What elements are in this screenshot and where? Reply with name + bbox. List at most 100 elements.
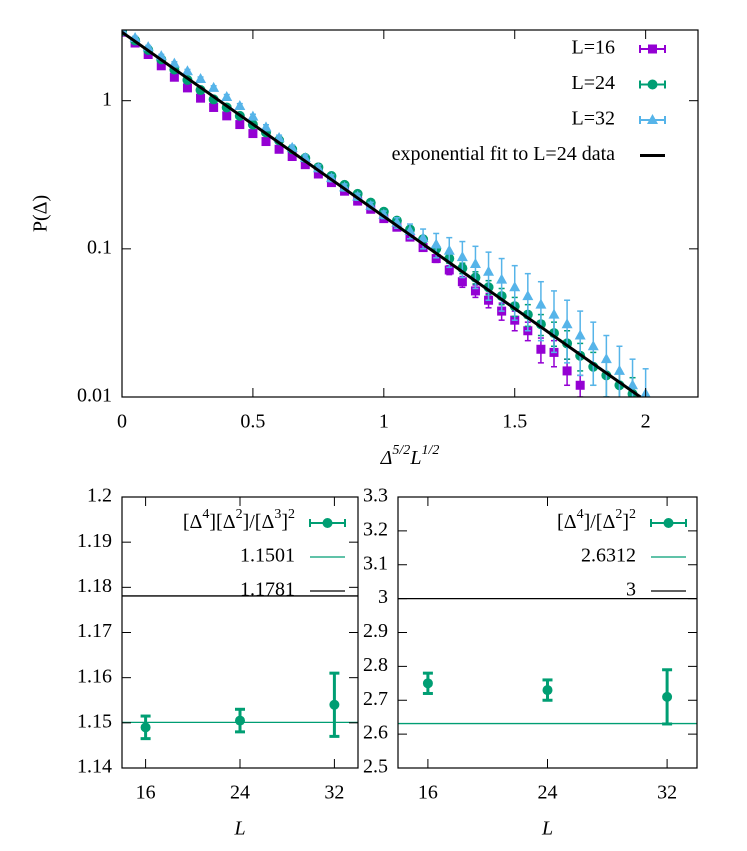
marker <box>444 265 454 275</box>
marker <box>587 340 599 351</box>
legend-label-part: 4 <box>577 507 584 522</box>
error-bar <box>524 272 531 332</box>
marker <box>536 344 546 354</box>
y-tick-label: 1.18 <box>77 575 112 597</box>
marker <box>548 308 560 319</box>
marker <box>195 73 207 84</box>
legend-label-part: [Δ <box>183 511 203 533</box>
error-bar <box>642 368 649 397</box>
legend-label-part: ]/[Δ <box>584 511 616 533</box>
marker <box>457 277 467 287</box>
y-tick-label: 1.19 <box>77 530 112 552</box>
plot-area <box>122 595 358 741</box>
marker <box>261 137 271 147</box>
marker <box>469 258 481 269</box>
marker <box>247 110 259 121</box>
y-tick-label: 1 <box>102 88 112 110</box>
legend-label-part: ][Δ <box>209 511 235 533</box>
marker <box>575 380 585 390</box>
x-axis-label-part: 5/2 <box>392 443 410 458</box>
x-tick-label: 0 <box>117 411 127 433</box>
marker <box>326 178 336 188</box>
y-tick-label: 1.17 <box>77 620 112 642</box>
x-axis-label-part: Δ <box>380 447 393 469</box>
marker <box>430 238 442 249</box>
legend-label: L=16 <box>572 37 616 59</box>
x-tick-label: 32 <box>657 782 677 804</box>
marker <box>325 172 337 183</box>
legend-label: L=32 <box>572 108 616 130</box>
plot-frame <box>121 29 699 398</box>
y-tick-label: 1.14 <box>77 756 112 778</box>
legend-label-part: 2 <box>236 507 243 522</box>
legend-label-part: ]/[Δ <box>243 511 275 533</box>
marker <box>221 90 233 101</box>
marker <box>422 678 433 689</box>
legend-label-part: 4 <box>202 507 209 522</box>
legend-marker <box>647 114 658 124</box>
y-tick-label: 2.5 <box>363 756 388 778</box>
marker <box>600 353 612 364</box>
plot-frame <box>121 496 359 769</box>
marker <box>196 93 206 103</box>
x-tick-label: 32 <box>324 782 344 804</box>
y-tick-label: 3.3 <box>363 485 388 507</box>
marker <box>140 722 151 733</box>
error-bar <box>537 280 544 342</box>
marker <box>208 81 220 92</box>
error-bar <box>603 334 610 397</box>
legend-label: 3 <box>626 579 636 601</box>
x-tick-label: 1.5 <box>502 411 527 433</box>
x-tick-label: 2 <box>641 411 651 433</box>
x-axis-label-part: L <box>409 447 421 469</box>
marker <box>443 244 455 255</box>
marker <box>456 251 468 262</box>
y-tick-label: 1.2 <box>87 485 112 507</box>
marker <box>248 129 258 139</box>
x-axis-label-part: 1/2 <box>421 443 439 458</box>
marker <box>274 144 284 154</box>
error-bar <box>616 345 623 397</box>
marker <box>542 685 553 696</box>
legend-marker <box>647 79 658 90</box>
legend-label: 1.1501 <box>240 545 295 567</box>
marker <box>235 120 245 130</box>
legend-label: exponential fit to L=24 data <box>392 143 616 165</box>
marker <box>182 83 192 93</box>
fit-line <box>122 30 642 397</box>
marker <box>662 691 673 702</box>
y-tick-label: 3.1 <box>363 552 388 574</box>
y-tick-label: 3.2 <box>363 518 388 540</box>
legend-label-part: ] <box>281 511 288 533</box>
marker <box>353 196 363 206</box>
marker <box>209 102 219 112</box>
legend-label: [Δ4]/[Δ2]2 <box>557 507 636 532</box>
marker <box>561 318 573 329</box>
y-tick-label: 1.16 <box>77 665 112 687</box>
error-bar <box>485 251 492 301</box>
marker <box>156 61 166 71</box>
marker <box>483 265 495 276</box>
error-bar <box>551 290 557 354</box>
y-tick-label: 2.8 <box>363 654 388 676</box>
x-tick-label: 0.5 <box>240 411 265 433</box>
marker <box>496 273 508 284</box>
y-tick-label: 3 <box>378 586 388 608</box>
error-bar <box>629 358 636 397</box>
legend-label: L=24 <box>572 72 616 94</box>
x-axis-label: L <box>233 818 245 840</box>
x-tick-label: 24 <box>538 782 558 804</box>
y-tick-label: 2.6 <box>363 722 388 744</box>
marker <box>574 329 586 340</box>
marker <box>627 379 639 390</box>
x-tick-label: 16 <box>418 782 438 804</box>
marker <box>181 65 193 76</box>
marker <box>300 160 310 170</box>
plot-area <box>122 30 651 397</box>
marker <box>313 169 323 179</box>
legend-label-part: 2 <box>629 507 636 522</box>
y-axis-label: P(Δ) <box>30 195 52 232</box>
marker <box>234 100 246 111</box>
